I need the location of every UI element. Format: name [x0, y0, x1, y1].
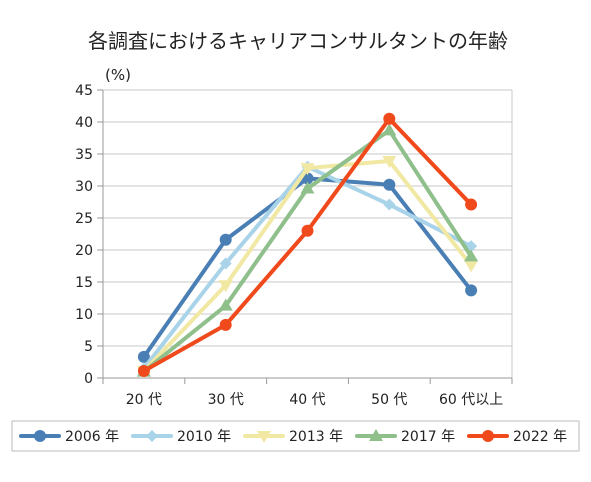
legend-item: 2006 年 — [19, 429, 119, 445]
legend-marker — [34, 430, 46, 442]
legend-label: 2006 年 — [65, 429, 119, 445]
legend-label: 2010 年 — [177, 429, 231, 445]
data-point — [465, 284, 478, 297]
legend-marker — [369, 429, 383, 441]
data-point — [465, 198, 478, 211]
y-tick-label: 25 — [75, 211, 93, 227]
data-point — [300, 181, 315, 194]
data-point — [218, 298, 233, 311]
y-tick-label: 5 — [84, 339, 93, 355]
legend-item: 2010 年 — [131, 429, 231, 445]
legend-marker — [257, 431, 271, 443]
legend-marker — [146, 430, 158, 442]
y-tick-label: 15 — [75, 275, 93, 291]
series-4 — [137, 112, 478, 377]
legend-item: 2017 年 — [355, 429, 455, 445]
axes — [97, 89, 513, 384]
y-tick-label: 30 — [75, 179, 93, 195]
data-point — [219, 318, 232, 331]
y-tick-label: 40 — [75, 115, 93, 131]
data-point — [301, 224, 314, 237]
legend-label: 2022 年 — [513, 429, 567, 445]
y-axis-ticks: 0 5 10 15 20 25 30 35 40 45 — [75, 83, 93, 387]
data-point — [464, 260, 479, 273]
x-tick-label: 60 代以上 — [439, 392, 503, 408]
data-point — [137, 364, 150, 377]
series-line — [141, 164, 474, 371]
data-point — [383, 178, 396, 191]
legend-item: 2013 年 — [243, 429, 343, 445]
data-point — [382, 123, 397, 136]
legend-marker — [482, 430, 494, 442]
data-point — [300, 163, 315, 176]
data-point — [219, 233, 232, 246]
legend-label: 2013 年 — [289, 429, 343, 445]
x-tick-label: 50 代 — [371, 392, 407, 408]
data-point — [383, 198, 396, 211]
x-tick-label: 30 代 — [208, 392, 244, 408]
legend: 2006 年 2010 年 2013 年 2017 年 2022 年 — [11, 420, 580, 452]
y-tick-label: 35 — [75, 147, 93, 163]
y-tick-label: 20 — [75, 243, 93, 259]
legend-item: 2022 年 — [467, 429, 567, 445]
data-point — [137, 350, 150, 363]
chart-title: 各調査におけるキャリアコンサルタントの年齢 — [88, 29, 508, 53]
y-tick-label: 0 — [84, 371, 93, 387]
y-axis-unit-label: (%) — [105, 66, 131, 84]
x-tick-label: 40 代 — [289, 392, 325, 408]
data-point — [464, 249, 479, 262]
x-axis-ticks: 20 代 30 代 40 代 50 代 60 代以上 — [126, 392, 503, 408]
x-tick-label: 20 代 — [126, 392, 162, 408]
data-point — [382, 156, 397, 169]
data-point — [383, 112, 396, 125]
legend-label: 2017 年 — [401, 429, 455, 445]
y-tick-label: 45 — [75, 83, 93, 99]
data-point — [218, 280, 233, 293]
series-group — [136, 112, 479, 378]
data-point — [219, 257, 232, 270]
y-tick-label: 10 — [75, 307, 93, 323]
